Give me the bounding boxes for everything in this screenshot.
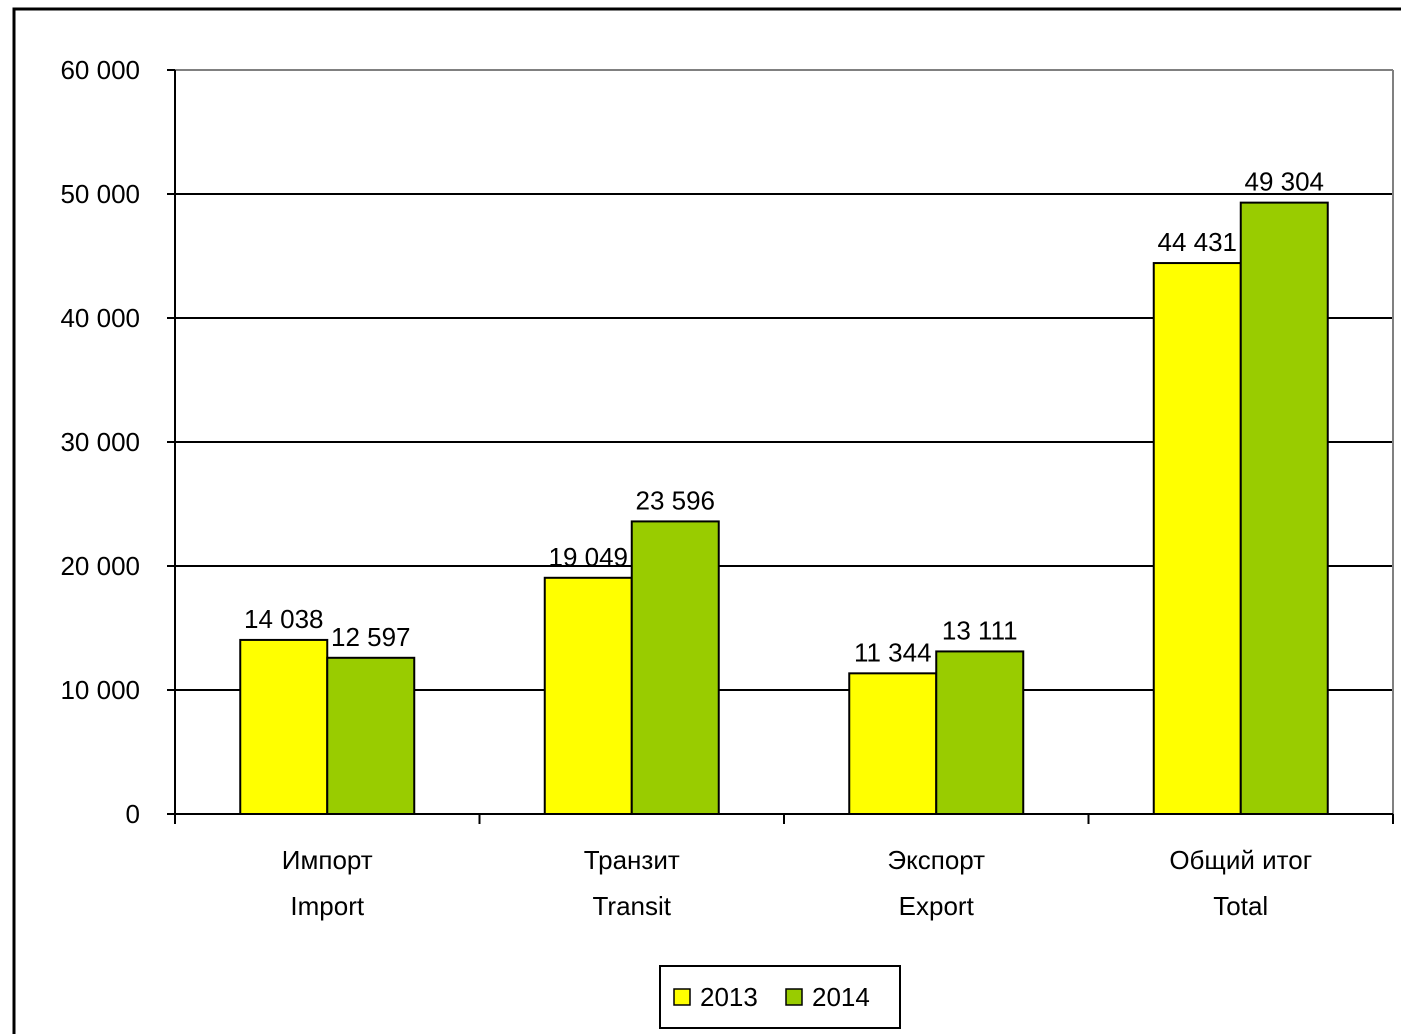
bar-2013-2 <box>848 672 938 816</box>
category-label: Export <box>899 891 975 921</box>
category-labels: Импорт Import Транзит Transit Экспорт Export О… <box>282 845 1312 921</box>
bar-2014-0 <box>326 656 416 815</box>
y-tick-label: 50 000 <box>60 179 140 209</box>
bar-2013-3 <box>1152 262 1242 815</box>
bar-2014-1 <box>630 520 720 815</box>
y-tick-label: 20 000 <box>60 551 140 581</box>
legend-swatch-2013 <box>673 988 691 1006</box>
legend-swatch-2014 <box>785 988 803 1006</box>
legend-label-2014: 2014 <box>812 982 870 1012</box>
legend-box <box>659 965 901 1029</box>
category-label: Transit <box>593 891 672 921</box>
y-tick-label: 60 000 <box>60 55 140 85</box>
legend: 2013 2014 <box>659 965 901 1029</box>
data-label-2014-2: 13 111 <box>942 615 1018 645</box>
bars <box>239 201 1329 816</box>
data-label-2013-0: 14 038 <box>244 604 324 634</box>
plot-area-frame <box>175 69 1394 814</box>
category-label: Импорт <box>282 845 373 875</box>
data-label-2014-1: 23 596 <box>635 485 715 515</box>
category-label: Общий итог <box>1169 845 1312 875</box>
legend-label-2013: 2013 <box>700 982 758 1012</box>
y-tick-label: 40 000 <box>60 303 140 333</box>
category-label: Транзит <box>584 845 680 875</box>
bar-2013-1 <box>543 576 633 816</box>
data-label-2013-3: 44 431 <box>1157 227 1237 257</box>
bar-2014-3 <box>1239 201 1329 816</box>
y-axis: 0 10 000 20 000 30 000 40 000 50 000 60 000 <box>60 55 176 829</box>
data-label-2013-1: 19 049 <box>548 542 628 572</box>
data-label-2013-2: 11 344 <box>854 637 932 667</box>
data-label-2014-3: 49 304 <box>1244 167 1324 197</box>
y-tick-label: 30 000 <box>60 427 140 457</box>
data-label-2014-0: 12 597 <box>331 622 411 652</box>
bar-2014-2 <box>935 650 1025 815</box>
category-label: Экспорт <box>887 845 985 875</box>
category-label: Total <box>1213 891 1268 921</box>
bar-2013-0 <box>239 638 329 815</box>
y-tick-label: 10 000 <box>60 675 140 705</box>
y-tick-label: 0 <box>126 799 140 829</box>
category-label: Import <box>290 891 364 921</box>
